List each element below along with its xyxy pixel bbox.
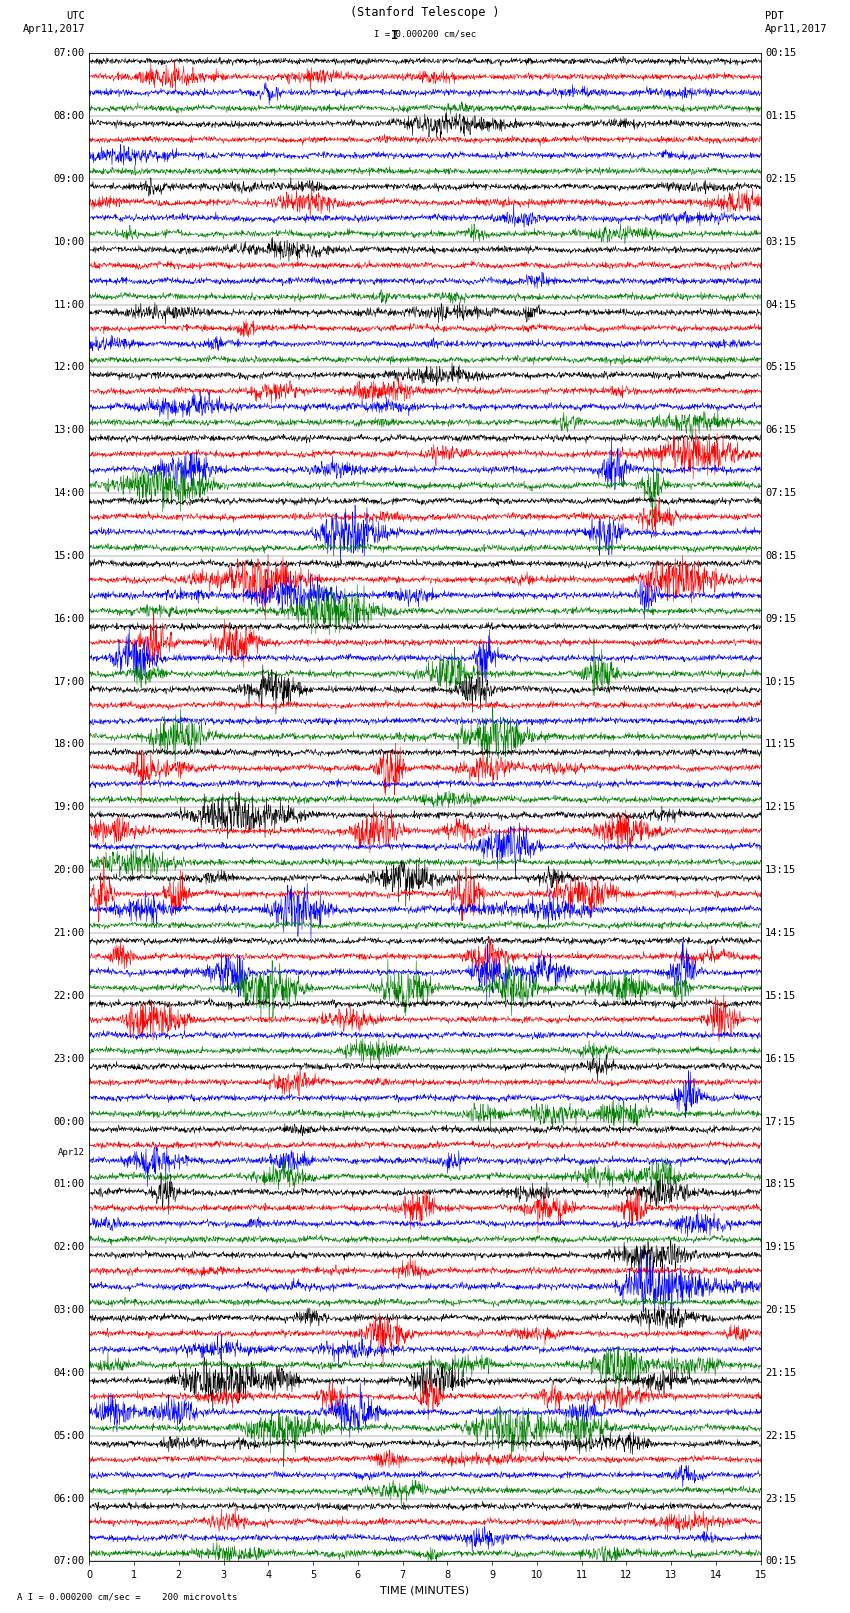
Text: Apr12: Apr12 [58,1148,85,1158]
Text: 00:15: 00:15 [765,48,796,58]
Text: 14:00: 14:00 [54,489,85,498]
X-axis label: TIME (MINUTES): TIME (MINUTES) [381,1586,469,1595]
Text: 16:15: 16:15 [765,1053,796,1063]
Text: A I = 0.000200 cm/sec =    200 microvolts: A I = 0.000200 cm/sec = 200 microvolts [17,1592,237,1602]
Text: 13:15: 13:15 [765,865,796,876]
Text: 18:00: 18:00 [54,739,85,750]
Text: 11:00: 11:00 [54,300,85,310]
Text: 08:00: 08:00 [54,111,85,121]
Text: 07:00: 07:00 [54,1557,85,1566]
Text: 15:00: 15:00 [54,552,85,561]
Text: 09:15: 09:15 [765,615,796,624]
Text: 06:15: 06:15 [765,426,796,436]
Text: 11:15: 11:15 [765,739,796,750]
Text: I = 0.000200 cm/sec: I = 0.000200 cm/sec [374,29,476,39]
Text: 05:15: 05:15 [765,363,796,373]
Text: 01:00: 01:00 [54,1179,85,1189]
Text: 10:15: 10:15 [765,676,796,687]
Text: 02:15: 02:15 [765,174,796,184]
Text: 06:00: 06:00 [54,1494,85,1503]
Text: 00:15: 00:15 [765,1557,796,1566]
Text: 09:00: 09:00 [54,174,85,184]
Text: 23:15: 23:15 [765,1494,796,1503]
Text: 19:15: 19:15 [765,1242,796,1252]
Text: 03:00: 03:00 [54,1305,85,1315]
Text: 15:15: 15:15 [765,990,796,1000]
Text: 12:00: 12:00 [54,363,85,373]
Text: 19:00: 19:00 [54,802,85,813]
Text: 20:00: 20:00 [54,865,85,876]
Text: 21:00: 21:00 [54,927,85,939]
Text: 14:15: 14:15 [765,927,796,939]
Text: 18:15: 18:15 [765,1179,796,1189]
Text: 05:00: 05:00 [54,1431,85,1440]
Text: 07:00: 07:00 [54,48,85,58]
Text: 04:00: 04:00 [54,1368,85,1378]
Text: 04:15: 04:15 [765,300,796,310]
Text: 21:15: 21:15 [765,1368,796,1378]
Text: 13:00: 13:00 [54,426,85,436]
Text: PDT
Apr11,2017: PDT Apr11,2017 [765,11,828,34]
Text: 07:15: 07:15 [765,489,796,498]
Text: 22:00: 22:00 [54,990,85,1000]
Text: 03:15: 03:15 [765,237,796,247]
Text: 08:15: 08:15 [765,552,796,561]
Text: 22:15: 22:15 [765,1431,796,1440]
Text: 10:00: 10:00 [54,237,85,247]
Text: 17:15: 17:15 [765,1116,796,1126]
Text: 16:00: 16:00 [54,615,85,624]
Text: UTC
Apr11,2017: UTC Apr11,2017 [22,11,85,34]
Text: I: I [392,29,399,42]
Text: 02:00: 02:00 [54,1242,85,1252]
Text: 17:00: 17:00 [54,676,85,687]
Text: (Stanford Telescope ): (Stanford Telescope ) [350,6,500,19]
Text: 20:15: 20:15 [765,1305,796,1315]
Text: 12:15: 12:15 [765,802,796,813]
Text: 01:15: 01:15 [765,111,796,121]
Text: 00:00: 00:00 [54,1116,85,1126]
Text: 23:00: 23:00 [54,1053,85,1063]
